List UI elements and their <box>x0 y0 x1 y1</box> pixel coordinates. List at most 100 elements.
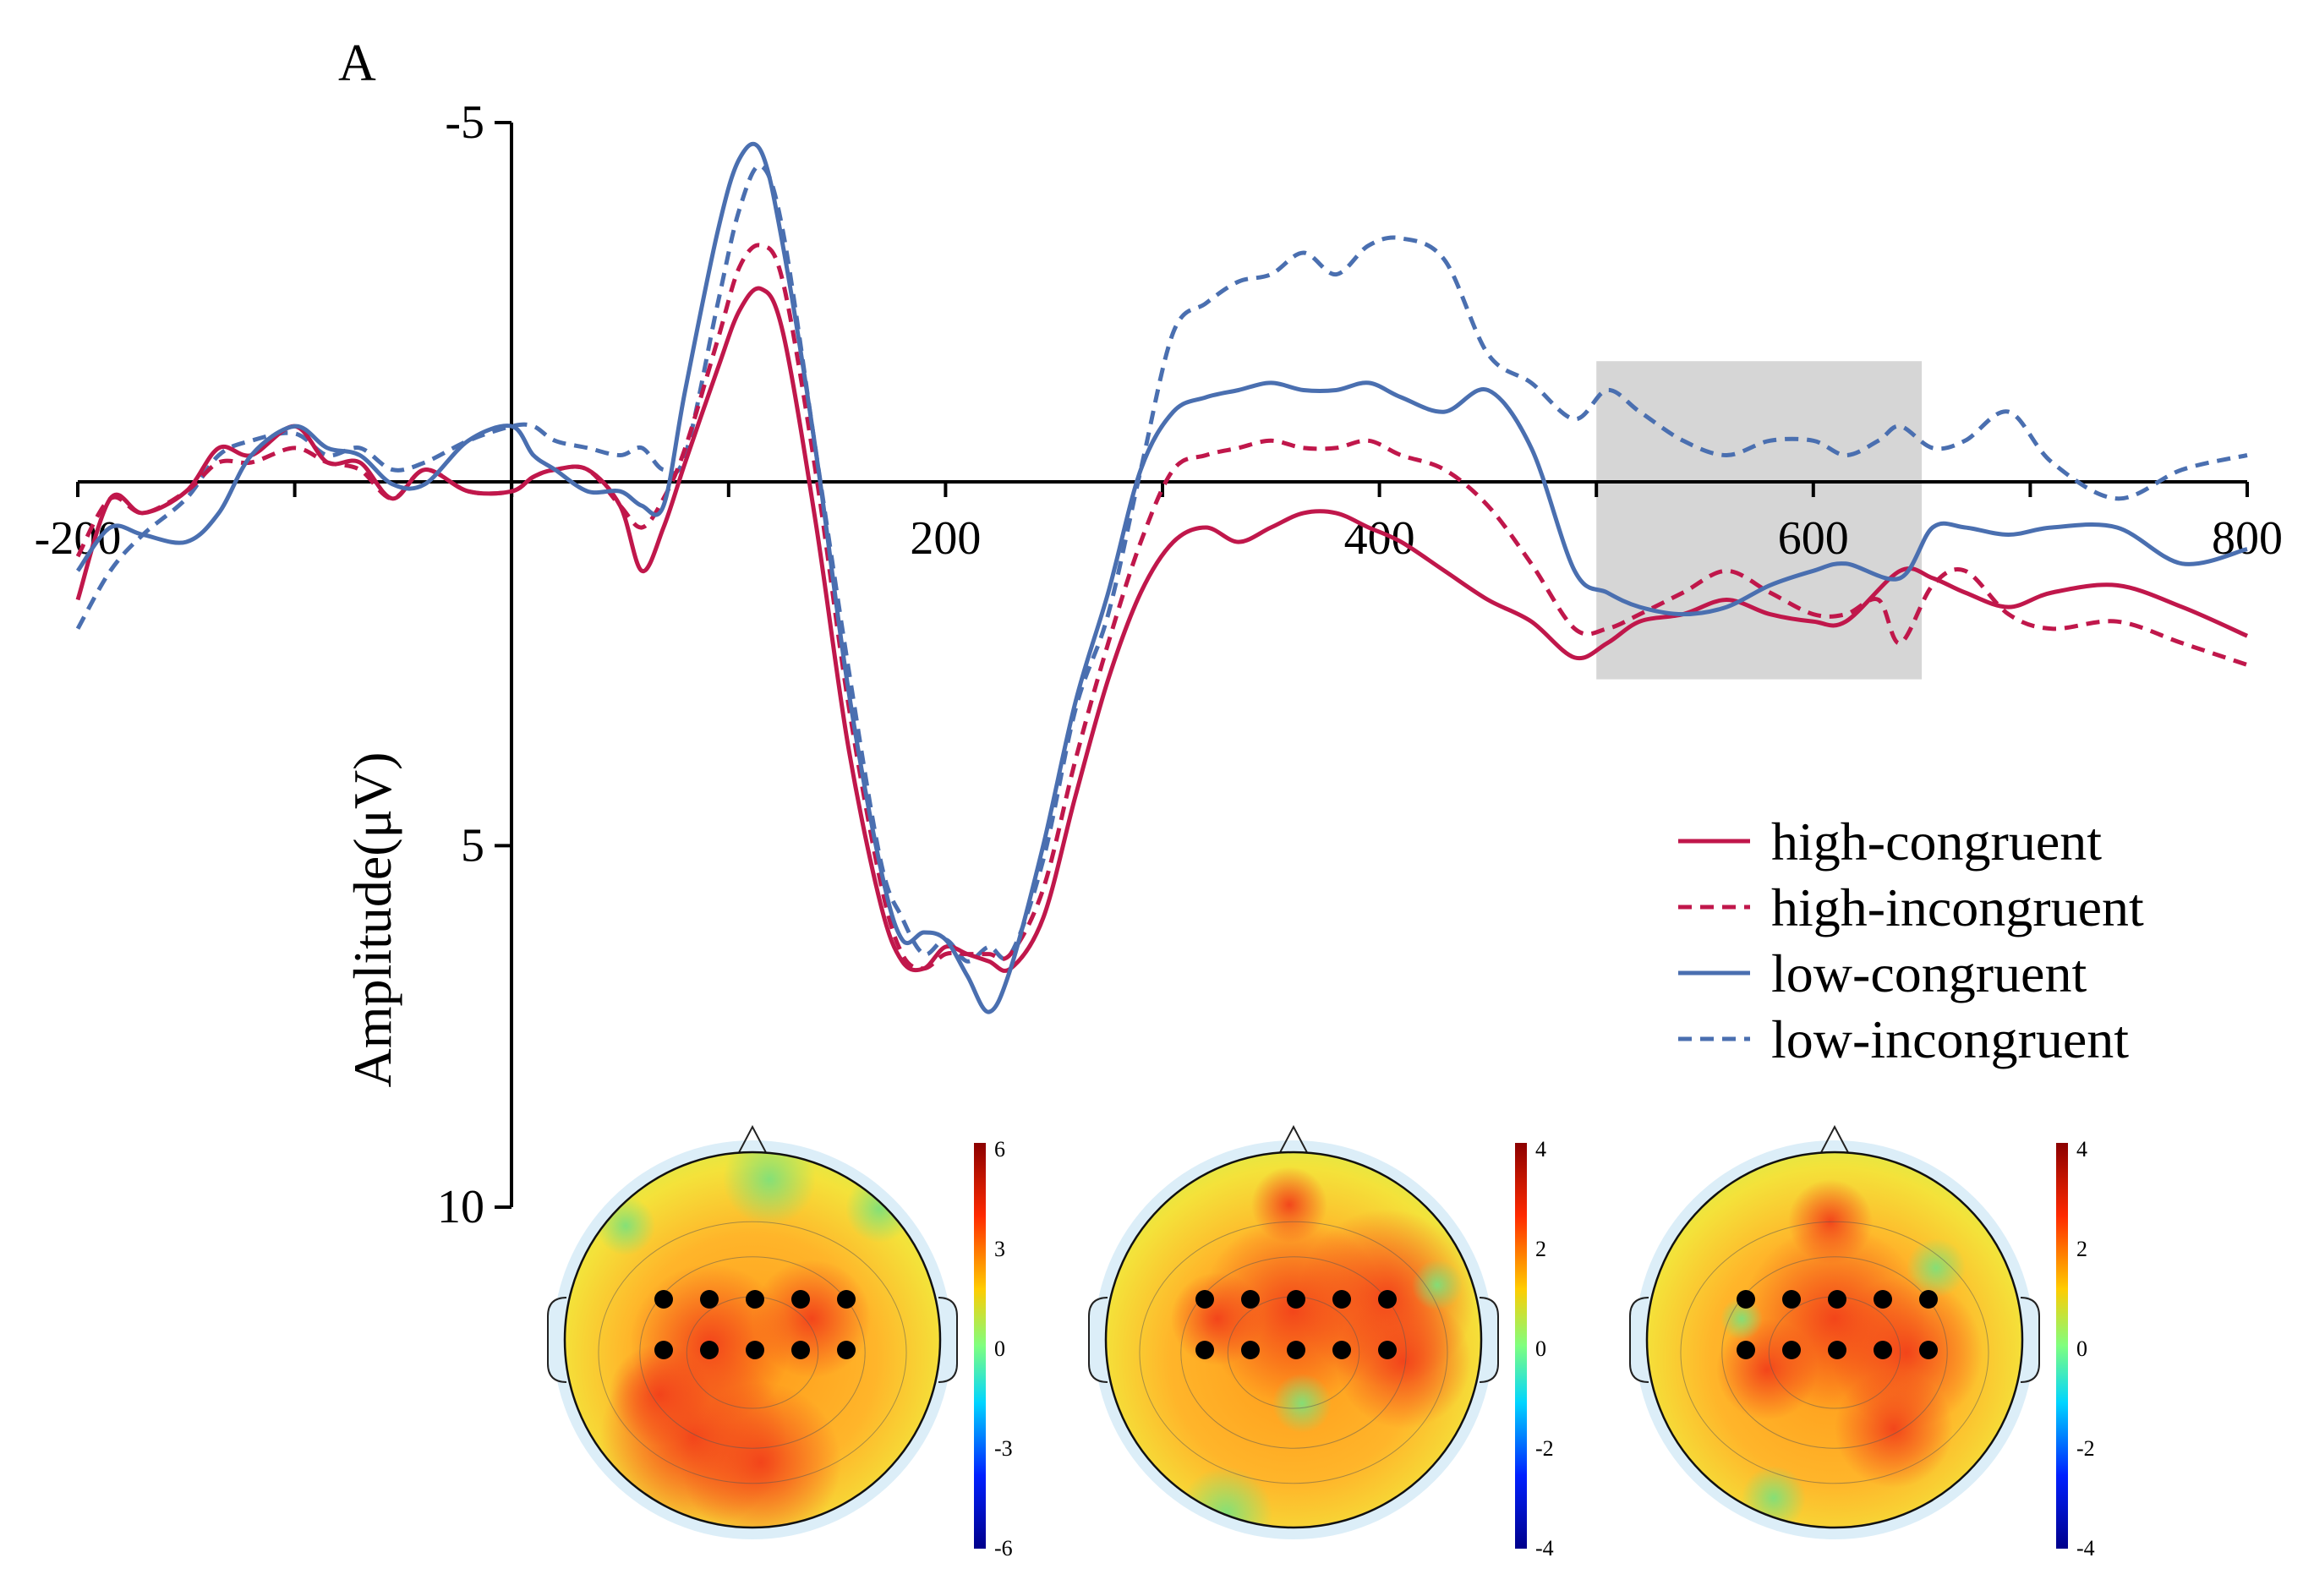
contour-line <box>1139 1221 1448 1484</box>
hot-region <box>1171 1272 1264 1365</box>
contour-line <box>1680 1221 1989 1484</box>
electrode-dot <box>700 1290 719 1309</box>
electrode-dot <box>1737 1341 1755 1359</box>
contour-line <box>639 1256 866 1449</box>
colorbar-tick-label: -2 <box>1535 1436 1554 1461</box>
electrode-dot <box>791 1341 810 1359</box>
colorbar-tick-label: -3 <box>994 1436 1013 1461</box>
electrode-dot <box>1828 1341 1846 1359</box>
colorbar-tick-label: -4 <box>2076 1536 2095 1560</box>
cool-region <box>1412 1260 1463 1310</box>
cool-region <box>1179 1467 1272 1528</box>
x-tick-label: 600 <box>1778 512 1849 565</box>
legend-label-high-incongruent: high-incongruent <box>1771 877 2144 937</box>
colorbar-tick-label: 4 <box>1535 1137 1546 1161</box>
colorbar <box>2056 1143 2068 1549</box>
cool-region <box>845 1175 913 1243</box>
legend: high-congruenthigh-incongruentlow-congru… <box>1678 812 2144 1069</box>
colorbar <box>1515 1143 1527 1549</box>
colorbar-tick-label: -6 <box>994 1536 1013 1560</box>
panel-label: A <box>338 35 376 92</box>
scalp-field <box>1647 1152 2022 1528</box>
electrode-dot <box>746 1290 764 1309</box>
electrode-dot <box>1195 1290 1214 1309</box>
right-ear <box>938 1297 958 1383</box>
series-low-incongruent <box>75 163 2248 964</box>
colorbar-tick-label: 2 <box>2076 1237 2087 1261</box>
cool-region <box>1906 1238 1966 1298</box>
x-tick-label: 200 <box>910 512 981 565</box>
y-tick-label: -5 <box>445 96 484 149</box>
contour-line <box>598 1221 907 1484</box>
left-ear <box>547 1297 567 1383</box>
electrode-dot <box>1378 1290 1397 1309</box>
electrode-dot <box>1874 1341 1892 1359</box>
colorbar-tick-label: 4 <box>2076 1137 2087 1161</box>
cool-region <box>1720 1298 1763 1340</box>
nose <box>735 1124 770 1160</box>
head-outline <box>1104 1151 1483 1529</box>
hot-region <box>609 1344 710 1446</box>
right-ear <box>1479 1297 1499 1383</box>
electrode-dot <box>1828 1290 1846 1309</box>
electrode-dot <box>1287 1290 1305 1309</box>
electrode-dot <box>1378 1341 1397 1359</box>
contour-line <box>1180 1256 1407 1449</box>
electrode-dot <box>1874 1290 1892 1309</box>
colorbar-tick-label: -2 <box>2076 1436 2095 1461</box>
hot-region <box>1251 1167 1327 1243</box>
electrode-dot <box>1919 1341 1938 1359</box>
electrode-dot <box>746 1341 764 1359</box>
electrode-dot <box>1287 1341 1305 1359</box>
legend-label-high-congruent: high-congruent <box>1771 812 2102 872</box>
series-high-congruent <box>75 286 2249 973</box>
nose <box>1817 1124 1852 1160</box>
electrode-dot <box>837 1290 856 1309</box>
series-low-congruent <box>75 141 2248 1014</box>
colorbar-tick-label: 0 <box>994 1336 1005 1361</box>
electrode-dot <box>837 1341 856 1359</box>
electrode-dot <box>1241 1290 1260 1309</box>
topomap-2: 4 2 0 -2 -4 <box>1088 1124 1554 1560</box>
topomap-3: 4 2 0 -2 -4 <box>1629 1124 2095 1560</box>
hot-region <box>1835 1369 1953 1488</box>
left-ear <box>1088 1297 1108 1383</box>
hot-region <box>752 1260 871 1378</box>
colorbar-tick-label: 0 <box>1535 1336 1546 1361</box>
electrode-dot <box>1782 1341 1801 1359</box>
electrode-dot <box>700 1341 719 1359</box>
y-tick-label: 10 <box>437 1181 484 1233</box>
legend-label-low-congruent: low-congruent <box>1771 943 2087 1003</box>
colorbar-tick-label: 3 <box>994 1237 1005 1261</box>
electrode-dot <box>654 1290 673 1309</box>
cool-region <box>596 1196 655 1255</box>
electrode-dot <box>1195 1341 1214 1359</box>
highlight-window <box>1596 361 1923 680</box>
head-outline <box>563 1151 942 1529</box>
electrode-dot <box>1332 1341 1351 1359</box>
topomaps: 6 3 0 -3 -6 4 2 0 -2 -4 4 2 0 -2 -4 <box>547 1124 2095 1560</box>
colorbar-tick-label: 6 <box>994 1137 1005 1161</box>
y-tick-label: 5 <box>461 819 484 872</box>
colorbar-tick-label: 2 <box>1535 1237 1546 1261</box>
electrode-dot <box>1782 1290 1801 1309</box>
hot-region <box>1336 1293 1471 1429</box>
nose <box>1276 1124 1311 1160</box>
cool-region <box>1272 1374 1332 1433</box>
head-outline <box>1645 1151 2024 1529</box>
left-ear <box>1629 1297 1649 1383</box>
electrode-dot <box>1737 1290 1755 1309</box>
electrode-dot <box>1332 1290 1351 1309</box>
electrode-dot <box>654 1341 673 1359</box>
legend-label-low-incongruent: low-incongruent <box>1771 1009 2129 1069</box>
colorbar <box>974 1143 986 1549</box>
electrode-dot <box>791 1290 810 1309</box>
y-axis-label: Amplitude(μV) <box>342 752 402 1088</box>
electrode-dot <box>1919 1290 1938 1309</box>
right-ear <box>2020 1297 2040 1383</box>
electrode-dot <box>1241 1341 1260 1359</box>
contour-line <box>1721 1256 1948 1449</box>
colorbar-tick-label: 0 <box>2076 1336 2087 1361</box>
